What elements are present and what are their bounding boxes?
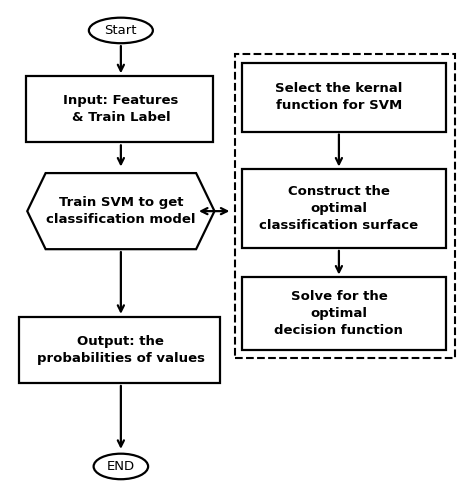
Bar: [26, 76, 213, 142]
Text: Start: Start: [105, 24, 137, 37]
Text: END: END: [107, 460, 135, 473]
Bar: [235, 54, 455, 358]
Text: Construct the
optimal
classification surface: Construct the optimal classification sur…: [259, 185, 419, 232]
Ellipse shape: [94, 454, 148, 479]
Text: Solve for the
optimal
decision function: Solve for the optimal decision function: [274, 290, 403, 337]
Bar: [19, 317, 220, 383]
Bar: [242, 277, 446, 350]
Bar: [242, 169, 446, 248]
Ellipse shape: [89, 18, 153, 43]
Text: Output: the
probabilities of values: Output: the probabilities of values: [37, 335, 205, 365]
Polygon shape: [27, 173, 214, 249]
Text: Train SVM to get
classification model: Train SVM to get classification model: [46, 196, 196, 226]
Bar: [242, 63, 446, 132]
Text: Select the kernal
function for SVM: Select the kernal function for SVM: [275, 82, 402, 112]
Text: Input: Features
& Train Label: Input: Features & Train Label: [63, 94, 179, 124]
